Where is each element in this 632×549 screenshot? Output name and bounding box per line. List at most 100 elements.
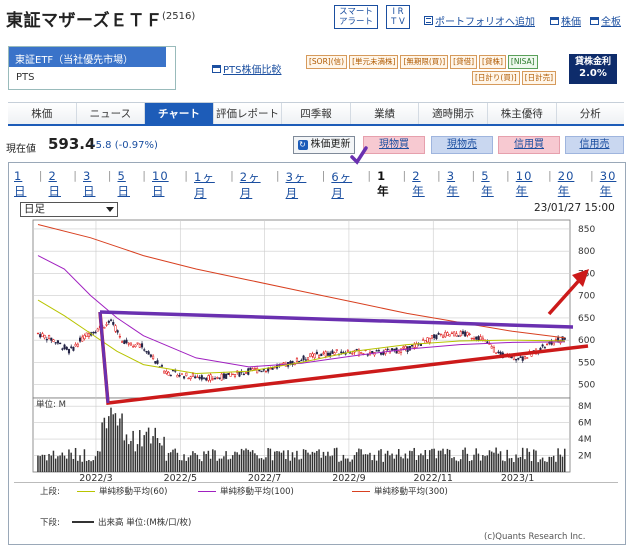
volume-bar xyxy=(479,460,482,472)
tab-chart[interactable]: チャート xyxy=(145,103,214,124)
pts-compare-link[interactable]: PTS株価比較 xyxy=(212,61,282,76)
volume-bar xyxy=(495,447,497,472)
volume-bar xyxy=(291,452,294,472)
period-3d[interactable]: 3日 xyxy=(83,169,96,198)
tag-daytrade-buy: [日計り(買)] xyxy=(472,71,520,85)
tab-news[interactable]: ニュース xyxy=(76,103,146,124)
volume-bar xyxy=(114,413,117,472)
interval-select[interactable]: 日足 xyxy=(20,202,118,217)
tab-price[interactable]: 株価 xyxy=(8,103,77,124)
portfolio-add-link[interactable]: ポートフォリオへ追加 xyxy=(424,13,535,28)
period-2m[interactable]: 2ヶ月 xyxy=(239,170,261,200)
tab-shareholder-benefits[interactable]: 株主優待 xyxy=(487,103,557,124)
market-option-tse[interactable]: 東証ETF（当社優先市場） xyxy=(9,47,166,67)
volume-bar xyxy=(322,451,325,472)
volume-tick-label: 2M xyxy=(578,452,592,462)
volume-bar xyxy=(530,461,533,472)
margin-sell-button[interactable]: 信用売 xyxy=(565,136,624,154)
volume-bar xyxy=(473,454,475,472)
tab-earnings[interactable]: 業績 xyxy=(350,103,420,124)
volume-bar xyxy=(453,457,455,472)
period-6m[interactable]: 6ヶ月 xyxy=(331,170,353,200)
candle-body xyxy=(196,376,199,378)
volume-bar xyxy=(521,447,524,472)
tag-nisa: [NISA] xyxy=(507,55,538,69)
volume-bar xyxy=(499,451,502,472)
price-tick-label: 550 xyxy=(578,358,595,368)
period-20y[interactable]: 20年 xyxy=(557,169,575,198)
tab-shikiho[interactable]: 四季報 xyxy=(282,103,351,124)
candle-body xyxy=(191,373,194,377)
full-board-link[interactable]: 全板 xyxy=(590,13,621,28)
volume-bar xyxy=(183,454,185,472)
candle-body xyxy=(198,376,201,379)
candle-body xyxy=(218,377,221,379)
market-option-pts[interactable]: PTS xyxy=(16,72,35,83)
volume-bar xyxy=(333,448,336,472)
period-5d[interactable]: 5日 xyxy=(117,169,130,198)
period-2d[interactable]: 2日 xyxy=(48,169,61,198)
tab-rating-report[interactable]: 評価レポート xyxy=(213,103,283,124)
volume-bar xyxy=(468,461,471,472)
candle-body xyxy=(96,328,99,332)
period-3y[interactable]: 3年 xyxy=(446,169,460,198)
price-tick-label: 850 xyxy=(578,225,595,235)
volume-bar xyxy=(189,455,192,472)
margin-buy-button[interactable]: 信用買 xyxy=(498,136,560,154)
smart-alert-button[interactable]: スマート アラート xyxy=(334,5,378,29)
period-30y[interactable]: 30年 xyxy=(599,169,617,198)
candle-body xyxy=(176,374,179,378)
candle-body xyxy=(399,348,403,353)
current-price-label: 現在値 xyxy=(6,144,36,155)
period-10d[interactable]: 10日 xyxy=(152,169,169,198)
candle-body xyxy=(85,332,88,337)
stock-board-link[interactable]: 株価 xyxy=(550,13,581,28)
candle-body xyxy=(140,343,144,348)
volume-bar xyxy=(324,455,327,472)
candle-body xyxy=(322,352,325,354)
period-1d[interactable]: 1日 xyxy=(14,169,27,198)
volume-bar xyxy=(380,449,382,472)
portfolio-add-label: ポートフォリオへ追加 xyxy=(435,17,535,28)
candle-body xyxy=(216,377,219,379)
volume-bar xyxy=(293,457,296,472)
period-1m[interactable]: 1ヶ月 xyxy=(194,170,215,200)
legend-ma100-label: 単純移動平均(100) xyxy=(220,487,294,497)
period-5y[interactable]: 5年 xyxy=(481,169,494,198)
volume-bar xyxy=(422,455,424,472)
period-1y[interactable]: 1年 xyxy=(377,169,397,201)
candle-body xyxy=(435,334,438,340)
period-2y[interactable]: 2年 xyxy=(412,169,425,198)
volume-bar xyxy=(278,451,280,472)
volume-bar xyxy=(451,458,453,472)
volume-bar xyxy=(311,451,314,472)
check-mark-icon xyxy=(350,146,368,165)
candle-body xyxy=(165,370,168,374)
refresh-price-button[interactable]: ↻ 株価更新 xyxy=(293,136,355,154)
volume-bar xyxy=(309,454,311,472)
candle-body xyxy=(171,369,175,372)
volume-bar xyxy=(550,456,553,472)
candle-body xyxy=(187,377,190,380)
period-10y[interactable]: 10年 xyxy=(515,169,533,198)
volume-bar xyxy=(276,451,278,472)
volume-bar xyxy=(446,448,449,472)
tab-analysis[interactable]: 分析 xyxy=(556,103,625,124)
spot-sell-button[interactable]: 現物売 xyxy=(431,136,493,154)
tab-disclosure[interactable]: 適時開示 xyxy=(419,103,488,124)
volume-bar xyxy=(360,449,362,472)
volume-bar xyxy=(411,451,413,472)
candle-body xyxy=(209,374,212,381)
candle-body xyxy=(105,324,108,326)
volume-bar xyxy=(200,461,203,472)
spot-buy-button[interactable]: 現物買 xyxy=(363,136,425,154)
volume-bar xyxy=(329,456,331,472)
candle-body xyxy=(309,353,312,358)
period-3m[interactable]: 3ヶ月 xyxy=(285,170,307,200)
volume-bar xyxy=(52,450,55,472)
ir-tv-button[interactable]: I R T V xyxy=(386,5,410,29)
candle-body xyxy=(541,344,544,347)
volume-bar xyxy=(466,453,469,472)
volume-bar xyxy=(152,436,154,472)
volume-bar xyxy=(63,455,66,472)
